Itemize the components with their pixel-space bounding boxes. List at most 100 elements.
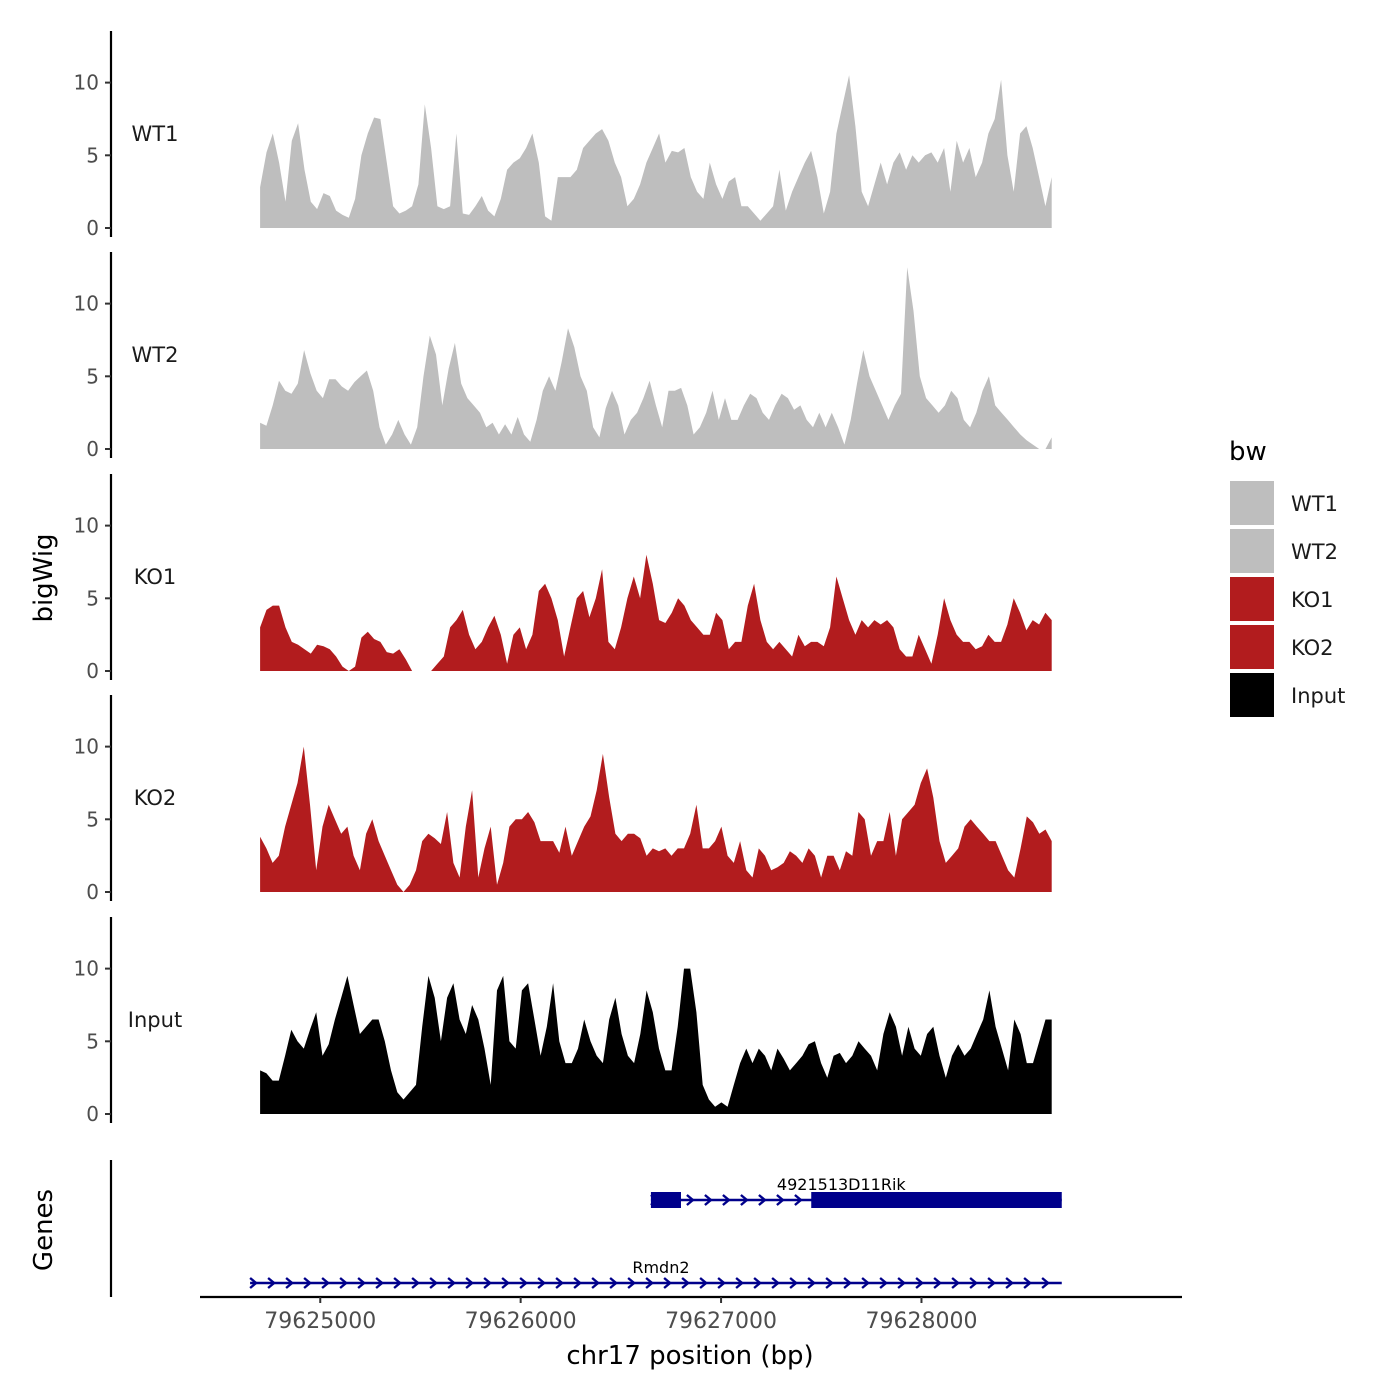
- strand-chevron: [776, 1194, 785, 1206]
- y-axis-title: bigWig: [29, 533, 59, 622]
- x-tick-label-79626000: 79626000: [465, 1309, 577, 1334]
- strand-chevron: [771, 1277, 780, 1289]
- track-ko1: 0 5 10 KO1: [74, 474, 1052, 683]
- area-input: [260, 968, 1052, 1114]
- strand-chevron: [1023, 1277, 1032, 1289]
- strand-chevron: [465, 1277, 474, 1289]
- legend-swatch-input: [1228, 671, 1276, 719]
- strand-chevron: [321, 1277, 330, 1289]
- track-ko2: 0 5 10 KO2: [74, 695, 1052, 904]
- x-ticks-group: 79625000 79626000 79627000 79628000: [264, 1297, 977, 1334]
- strand-chevron: [249, 1277, 258, 1289]
- tracks-group: 0 5 10 WT1 0 5 10 WT2 0 5 10 KO1 0 5 10 KO2 0 5 10 Input: [74, 31, 1052, 1126]
- strand-chevron: [969, 1277, 978, 1289]
- y-tick-label-ko1-10: 10: [74, 514, 99, 538]
- strand-chevron: [393, 1277, 402, 1289]
- area-wt2: [260, 267, 1052, 449]
- track-wt1: 0 5 10 WT1: [74, 31, 1052, 240]
- strand-chevron: [627, 1277, 636, 1289]
- track-input: 0 5 10 Input: [74, 917, 1052, 1126]
- legend-swatch-wt1: [1228, 479, 1276, 527]
- strand-chevron: [609, 1277, 618, 1289]
- strand-chevron: [740, 1194, 749, 1206]
- legend-label-wt2: WT2: [1291, 540, 1338, 564]
- y-tick-label-wt1-10: 10: [74, 71, 99, 95]
- strand-chevron: [722, 1194, 731, 1206]
- strand-chevron: [915, 1277, 924, 1289]
- strand-chevron: [375, 1277, 384, 1289]
- y-tick-label-wt2-5: 5: [86, 364, 99, 388]
- strand-chevron: [573, 1277, 582, 1289]
- strand-chevron: [357, 1277, 366, 1289]
- y-tick-label-input-5: 5: [86, 1029, 99, 1053]
- strand-chevron: [447, 1277, 456, 1289]
- y-tick-label-ko2-5: 5: [86, 807, 99, 831]
- strand-chevron: [699, 1277, 708, 1289]
- legend-label-wt1: WT1: [1291, 492, 1338, 516]
- y-tick-label-ko1-5: 5: [86, 586, 99, 610]
- legend-label-input: Input: [1291, 684, 1345, 708]
- y-tick-label-wt1-0: 0: [86, 216, 99, 240]
- strand-chevron: [735, 1277, 744, 1289]
- strand-chevron: [285, 1277, 294, 1289]
- strand-chevron: [987, 1277, 996, 1289]
- gene-label-rmdn2: Rmdn2: [632, 1258, 689, 1277]
- track-label-ko1: KO1: [134, 565, 177, 589]
- strand-chevron: [794, 1194, 803, 1206]
- strand-chevron: [717, 1277, 726, 1289]
- gene-rmdn2: Rmdn2: [249, 1258, 1062, 1289]
- strand-chevron: [501, 1277, 510, 1289]
- exon-2: [811, 1192, 1062, 1208]
- strand-chevron: [789, 1277, 798, 1289]
- strand-chevron: [267, 1277, 276, 1289]
- strand-chevron: [825, 1277, 834, 1289]
- area-ko2: [260, 746, 1052, 892]
- strand-chevron: [663, 1277, 672, 1289]
- strand-chevron: [758, 1194, 767, 1206]
- y-tick-label-input-10: 10: [74, 957, 99, 981]
- track-label-wt2: WT2: [132, 343, 179, 367]
- y-tick-label-wt1-5: 5: [86, 143, 99, 167]
- gene-label-4921513d11rik: 4921513D11Rik: [777, 1175, 907, 1194]
- strand-chevron: [1005, 1277, 1014, 1289]
- y-tick-label-wt2-10: 10: [74, 292, 99, 316]
- strand-chevron: [483, 1277, 492, 1289]
- legend-label-ko1: KO1: [1291, 588, 1334, 612]
- y-tick-label-ko2-0: 0: [86, 880, 99, 904]
- strand-chevron: [753, 1277, 762, 1289]
- area-wt1: [260, 75, 1052, 228]
- strand-chevron: [411, 1277, 420, 1289]
- x-tick-label-79627000: 79627000: [665, 1309, 777, 1334]
- strand-chevron: [591, 1277, 600, 1289]
- strand-chevron: [933, 1277, 942, 1289]
- x-tick-label-79625000: 79625000: [264, 1309, 376, 1334]
- y-tick-label-ko2-10: 10: [74, 735, 99, 759]
- track-label-wt1: WT1: [132, 122, 179, 146]
- strand-chevron: [879, 1277, 888, 1289]
- strand-chevron: [843, 1277, 852, 1289]
- gene-4921513d11rik: 4921513D11Rik: [650, 1175, 1062, 1208]
- track-label-ko2: KO2: [134, 786, 177, 810]
- genes-panel-title: Genes: [29, 1189, 59, 1271]
- strand-chevron: [1041, 1277, 1050, 1289]
- strand-chevron: [897, 1277, 906, 1289]
- y-tick-label-ko1-0: 0: [86, 659, 99, 683]
- strand-chevron: [303, 1277, 312, 1289]
- legend-group: WT1 WT2 KO1 KO2 Input: [1228, 479, 1345, 719]
- y-tick-label-input-0: 0: [86, 1102, 99, 1126]
- x-tick-label-79628000: 79628000: [865, 1309, 977, 1334]
- strand-chevron: [686, 1194, 695, 1206]
- y-tick-label-wt2-0: 0: [86, 437, 99, 461]
- strand-chevron: [519, 1277, 528, 1289]
- strand-chevron: [555, 1277, 564, 1289]
- legend-label-ko2: KO2: [1291, 636, 1334, 660]
- strand-chevron: [339, 1277, 348, 1289]
- strand-chevron: [861, 1277, 870, 1289]
- strand-chevron: [645, 1277, 654, 1289]
- legend-swatch-wt2: [1228, 527, 1276, 575]
- genes-group: 4921513D11Rik Rmdn2: [109, 1160, 1062, 1297]
- area-ko1: [260, 554, 1052, 671]
- track-label-input: Input: [128, 1008, 182, 1032]
- strand-chevron: [951, 1277, 960, 1289]
